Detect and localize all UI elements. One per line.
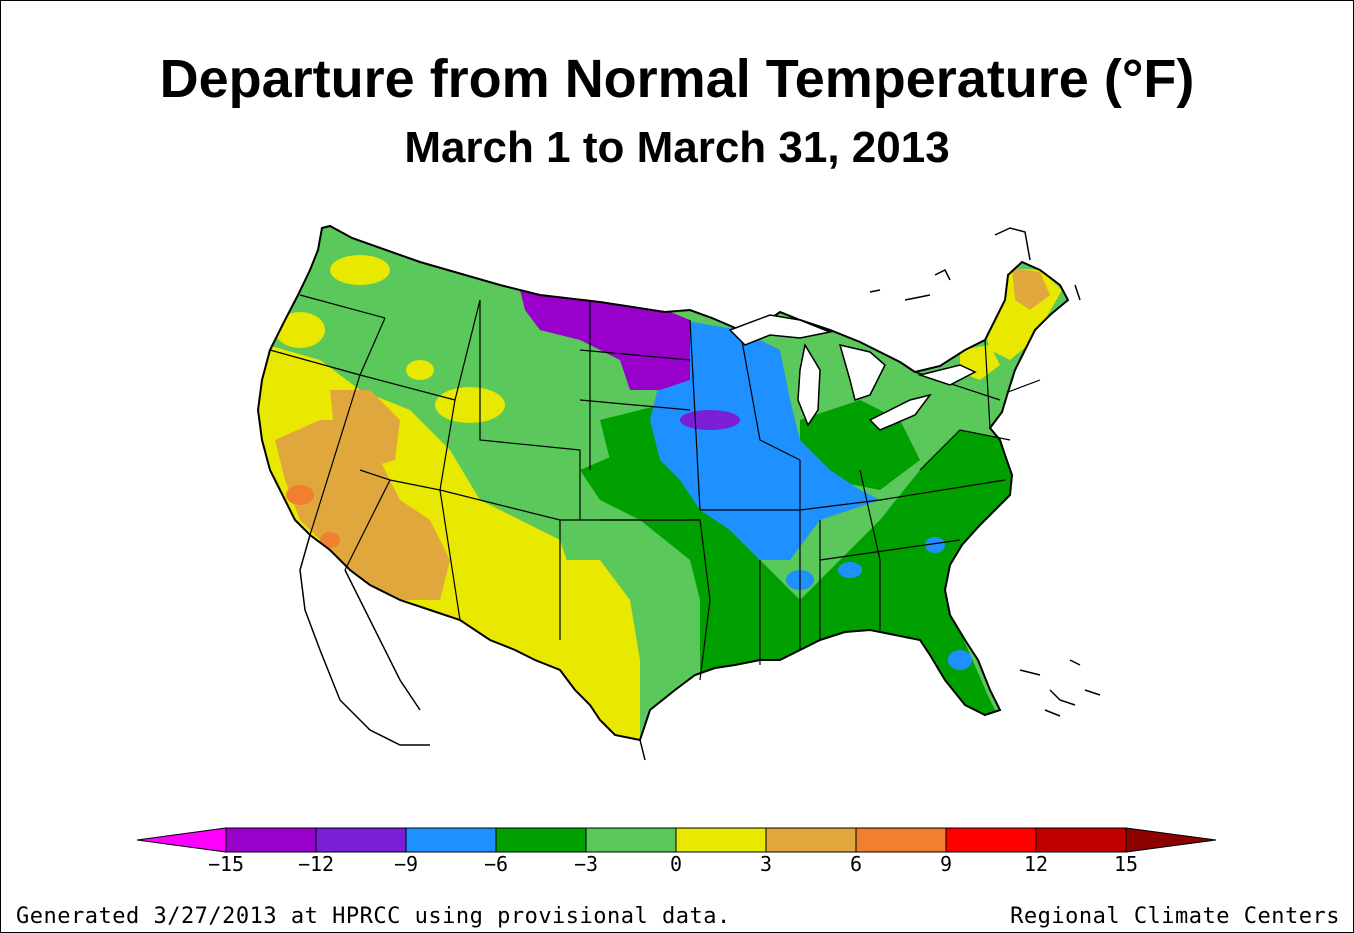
legend-tick-label: −15 <box>207 852 245 876</box>
legend-swatch-minus12-minus9 <box>315 827 407 853</box>
great-lakes <box>728 314 977 431</box>
legend-colorbar <box>136 827 1217 853</box>
legend-tick-label: −9 <box>393 852 419 876</box>
anomaly-fill <box>258 226 1068 740</box>
state-boundaries <box>269 294 1041 681</box>
legend-tick-label: 6 <box>849 852 863 876</box>
legend-tick-label: 12 <box>1023 852 1049 876</box>
legend-swatch-12-15 <box>1035 827 1127 853</box>
map-title: Departure from Normal Temperature (°F) <box>159 49 1195 109</box>
legend-swatch-3-6 <box>765 827 857 853</box>
legend-tick-label: −3 <box>573 852 599 876</box>
us-outline <box>256 224 1070 742</box>
legend-tick-label: 0 <box>669 852 683 876</box>
legend-swatch-minus6-minus3 <box>495 827 587 853</box>
legend-swatch-below-minus15 <box>136 827 227 853</box>
caribbean-islands <box>1019 659 1101 717</box>
legend-swatch-minus3-0 <box>585 827 677 853</box>
legend-tick-label: 9 <box>939 852 953 876</box>
legend-swatch-minus15-minus12 <box>225 827 317 853</box>
legend-swatch-minus9-minus6 <box>405 827 497 853</box>
legend-swatch-6-9 <box>855 827 947 853</box>
legend-swatch-9-12 <box>945 827 1037 853</box>
map-subtitle: March 1 to March 31, 2013 <box>404 123 950 172</box>
legend-tick-label: 15 <box>1113 852 1139 876</box>
mexico-outline <box>299 534 646 761</box>
source-credit: Regional Climate Centers <box>1010 904 1340 929</box>
legend-tick-label: −6 <box>483 852 509 876</box>
canada-coast <box>869 227 1081 301</box>
legend-swatch-above-15 <box>1125 827 1217 853</box>
legend-tick-label: 3 <box>759 852 773 876</box>
legend-swatch-0-3 <box>675 827 767 853</box>
generated-note: Generated 3/27/2013 at HPRCC using provi… <box>16 904 731 929</box>
legend-tick-label: −12 <box>297 852 335 876</box>
